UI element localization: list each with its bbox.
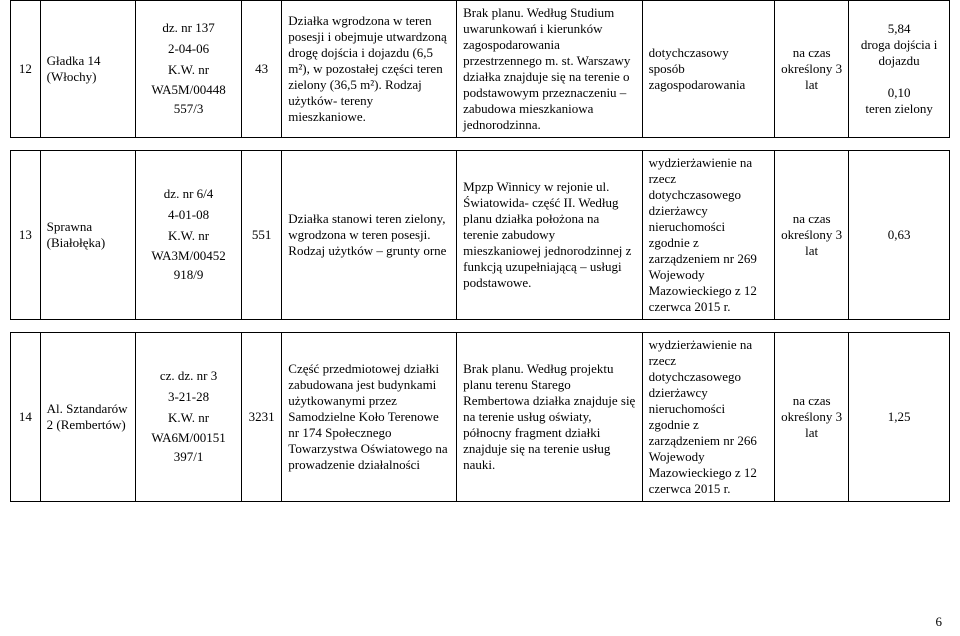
id-line: dz. nr 137 [142, 19, 235, 38]
id-line: 2-04-06 [142, 40, 235, 59]
id-line: WA6M/00151 397/1 [142, 429, 235, 467]
page-number: 6 [936, 614, 943, 630]
cell-term: na czas określony 3 lat [775, 151, 849, 320]
cell-use: dotychczasowy sposób zagospodarowania [642, 1, 774, 138]
cell-plan: Brak planu. Według Studium uwarunkowań i… [457, 1, 642, 138]
cell-rate: 5,84 droga dojścia i dojazdu 0,10 teren … [849, 1, 950, 138]
cell-plan: Mpzp Winnicy w rejonie ul. Światowida- c… [457, 151, 642, 320]
id-line: cz. dz. nr 3 [142, 367, 235, 386]
cell-use: wydzierżawienie na rzecz dotychczasowego… [642, 333, 774, 502]
table-row: 14 Al. Sztandarów 2 (Rembertów) cz. dz. … [11, 333, 950, 502]
cell-name: Sprawna (Białołęka) [40, 151, 135, 320]
cell-rate: 0,63 [849, 151, 950, 320]
cell-rate: 1,25 [849, 333, 950, 502]
cell-name: Gładka 14 (Włochy) [40, 1, 135, 138]
cell-desc: Działka stanowi teren zielony, wgrodzona… [282, 151, 457, 320]
cell-area: 43 [242, 1, 282, 138]
table-row: 13 Sprawna (Białołęka) dz. nr 6/4 4-01-0… [11, 151, 950, 320]
cell-plan: Brak planu. Według projektu planu terenu… [457, 333, 642, 502]
id-line: K.W. nr [142, 409, 235, 428]
cell-term: na czas określony 3 lat [775, 1, 849, 138]
cell-id: dz. nr 6/4 4-01-08 K.W. nr WA3M/00452 91… [136, 151, 242, 320]
cell-desc: Działka wgrodzona w teren posesji i obej… [282, 1, 457, 138]
cell-id: dz. nr 137 2-04-06 K.W. nr WA5M/00448 55… [136, 1, 242, 138]
cell-num: 13 [11, 151, 41, 320]
id-line: K.W. nr [142, 227, 235, 246]
id-line: 4-01-08 [142, 206, 235, 225]
cell-area: 551 [242, 151, 282, 320]
table-row: 12 Gładka 14 (Włochy) dz. nr 137 2-04-06… [11, 1, 950, 138]
id-line: WA3M/00452 918/9 [142, 247, 235, 285]
cell-id: cz. dz. nr 3 3-21-28 K.W. nr WA6M/00151 … [136, 333, 242, 502]
spacer-row [11, 320, 950, 333]
id-line: dz. nr 6/4 [142, 185, 235, 204]
cell-use: wydzierżawienie na rzecz dotychczasowego… [642, 151, 774, 320]
cell-num: 14 [11, 333, 41, 502]
cell-area: 3231 [242, 333, 282, 502]
spacer-row [11, 138, 950, 151]
land-table: 12 Gładka 14 (Włochy) dz. nr 137 2-04-06… [10, 0, 950, 502]
document-page: 12 Gładka 14 (Włochy) dz. nr 137 2-04-06… [0, 0, 960, 636]
cell-desc: Część przedmiotowej działki zabudowana j… [282, 333, 457, 502]
id-line: K.W. nr [142, 61, 235, 80]
id-line: 3-21-28 [142, 388, 235, 407]
cell-num: 12 [11, 1, 41, 138]
cell-term: na czas określony 3 lat [775, 333, 849, 502]
cell-name: Al. Sztandarów 2 (Rembertów) [40, 333, 135, 502]
id-line: WA5M/00448 557/3 [142, 81, 235, 119]
